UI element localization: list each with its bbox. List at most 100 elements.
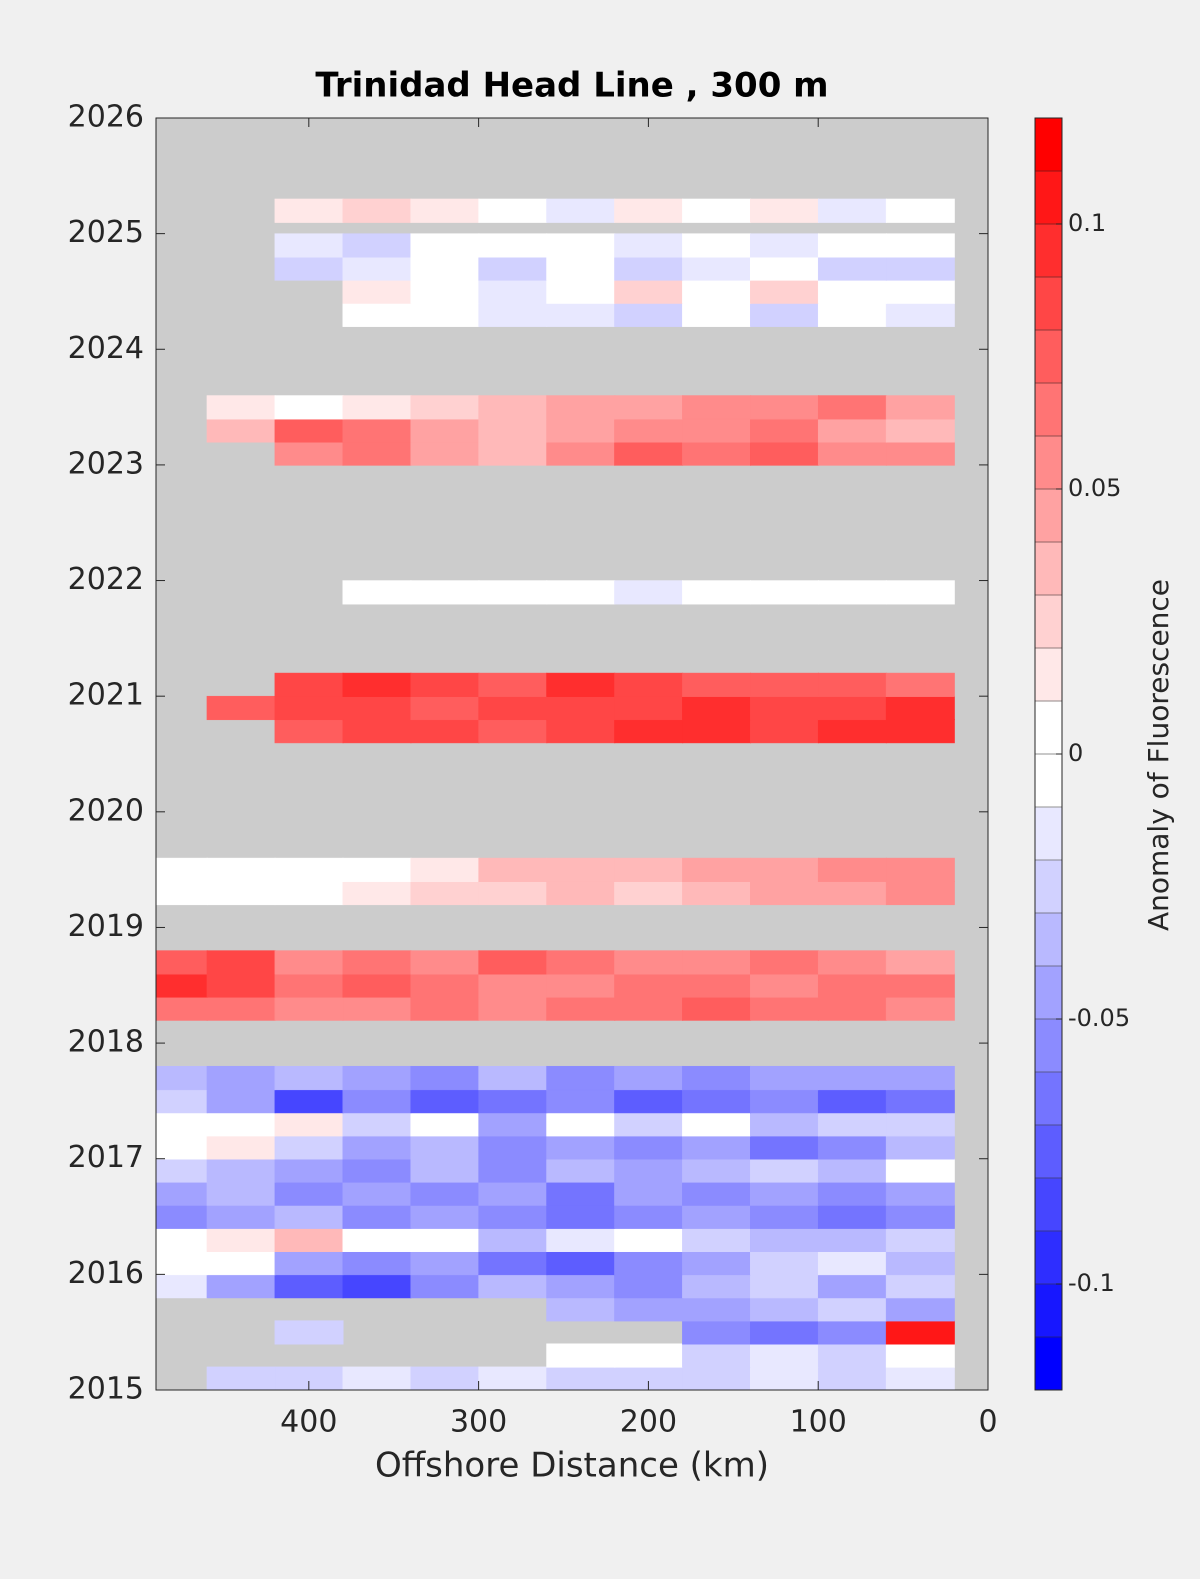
colorbar-swatch — [1035, 1178, 1062, 1232]
field-cell — [274, 719, 344, 744]
field-cell — [274, 857, 344, 882]
field-cell — [410, 580, 480, 605]
x-tick-label: 100 — [790, 1405, 847, 1440]
field-cell — [478, 996, 548, 1021]
field-cell — [342, 198, 412, 223]
field-cell — [682, 880, 752, 906]
field-cell — [342, 395, 412, 420]
field-cell — [885, 695, 955, 721]
field-cell — [274, 1320, 344, 1345]
field-cell — [206, 1274, 276, 1299]
field-cell — [546, 1297, 616, 1322]
field-cell — [817, 1274, 887, 1299]
field-cell — [206, 1250, 276, 1276]
field-cell — [410, 695, 480, 721]
field-cell — [682, 1089, 752, 1114]
field-cell — [410, 719, 480, 744]
field-cell — [478, 880, 548, 906]
field-cell — [817, 198, 887, 223]
colorbar-swatch — [1035, 1231, 1062, 1285]
field-cell — [156, 1135, 208, 1160]
y-tick-label: 2019 — [68, 909, 144, 944]
colorbar-swatch — [1035, 1019, 1062, 1073]
field-cell — [206, 395, 276, 420]
field-cell — [342, 672, 412, 697]
field-cell — [478, 1227, 548, 1252]
field-cell — [206, 1366, 276, 1390]
field-cell — [206, 695, 276, 721]
field-cell — [614, 996, 684, 1021]
field-cell — [885, 973, 955, 998]
field-cell — [342, 418, 412, 443]
field-cell — [274, 1065, 344, 1091]
field-cell — [614, 1065, 684, 1091]
field-cell — [817, 880, 887, 906]
field-cell — [274, 1204, 344, 1229]
field-cell — [410, 1112, 480, 1137]
field-cell — [478, 198, 548, 223]
field-cell — [206, 950, 276, 975]
field-cell — [546, 1135, 616, 1160]
field-cell — [750, 395, 819, 420]
field-cell — [885, 857, 955, 882]
field-cell — [274, 1112, 344, 1137]
field-cell — [614, 1204, 684, 1229]
field-cell — [546, 996, 616, 1021]
field-cell — [682, 672, 752, 697]
field-cell — [342, 441, 412, 466]
field-cell — [478, 719, 548, 744]
field-cell — [546, 857, 616, 882]
field-cell — [410, 1366, 480, 1390]
field-cell — [342, 1204, 412, 1229]
field-cell — [817, 1366, 887, 1390]
field-cell — [546, 1065, 616, 1091]
colorbar-tick-label: 0 — [1068, 739, 1083, 767]
field-cell — [478, 233, 548, 258]
field-cell — [614, 1343, 684, 1368]
field-cell — [156, 973, 208, 998]
field-cell — [750, 302, 819, 327]
field-cell — [817, 695, 887, 721]
colorbar-swatch — [1035, 436, 1062, 490]
y-tick-label: 2026 — [68, 100, 144, 135]
field-cell — [750, 233, 819, 258]
colorbar-swatch — [1035, 489, 1062, 543]
field-cell — [682, 1274, 752, 1299]
field-cell — [817, 719, 887, 744]
field-cell — [885, 418, 955, 443]
field-cell — [750, 1227, 819, 1252]
field-cell — [156, 1158, 208, 1183]
field-cell — [750, 1250, 819, 1276]
field-cell — [750, 1274, 819, 1299]
field-cell — [410, 418, 480, 443]
field-cell — [274, 395, 344, 420]
field-cell — [410, 973, 480, 998]
field-cell — [682, 1204, 752, 1229]
field-cell — [410, 1135, 480, 1160]
field-cell — [410, 950, 480, 975]
field-cell — [885, 1297, 955, 1322]
field-cell — [478, 1204, 548, 1229]
field-cell — [410, 1227, 480, 1252]
field-cell — [410, 302, 480, 327]
field-cell — [410, 256, 480, 281]
field-cell — [206, 973, 276, 998]
field-cell — [546, 695, 616, 721]
field-cell — [546, 1274, 616, 1299]
field-cell — [885, 1366, 955, 1390]
field-cell — [478, 1274, 548, 1299]
field-cell — [206, 418, 276, 443]
colorbar-swatch — [1035, 277, 1062, 331]
field-cell — [206, 1158, 276, 1183]
field-cell — [817, 950, 887, 975]
field-cell — [342, 580, 412, 605]
field-cell — [274, 1250, 344, 1276]
field-cell — [817, 672, 887, 697]
field-cell — [410, 1065, 480, 1091]
field-cell — [274, 233, 344, 258]
colorbar-swatch — [1035, 754, 1062, 808]
field-cell — [885, 1158, 955, 1183]
field-cell — [750, 719, 819, 744]
field-cell — [750, 950, 819, 975]
field-cell — [614, 580, 684, 605]
